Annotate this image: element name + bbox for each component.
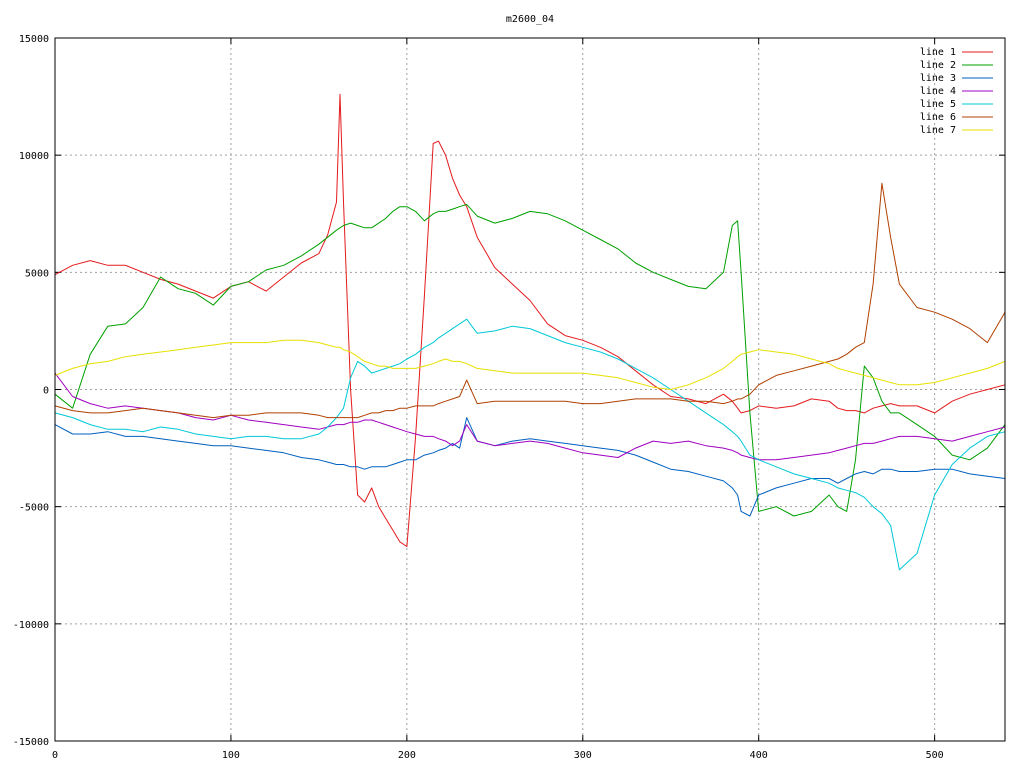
chart-title: m2600_04	[506, 14, 554, 25]
axis-tick-labels: -15000 -10000 -5000 0 5000 10000 15000 0 100 200 3…	[13, 34, 944, 761]
legend-label-1: line 1	[920, 47, 956, 58]
y-tick-label: 5000	[25, 268, 49, 279]
plot-frame	[54, 37, 1006, 742]
x-tick-label: 400	[750, 750, 768, 761]
y-tick-label: 15000	[19, 34, 49, 45]
y-tick-label: 0	[43, 386, 49, 397]
legend-label-7: line 7	[920, 125, 956, 136]
x-tick-label: 100	[222, 750, 240, 761]
series-line-4	[54, 372, 1006, 461]
series-line-1	[54, 93, 1006, 547]
x-tick-label: 500	[926, 750, 944, 761]
legend-label-2: line 2	[920, 60, 956, 71]
x-tick-label: 300	[574, 750, 592, 761]
legend-label-4: line 4	[920, 86, 956, 97]
x-tick-label: 200	[398, 750, 416, 761]
x-tick-label: 0	[52, 750, 58, 761]
series-lines	[54, 93, 1006, 571]
series-line-5	[54, 318, 1006, 571]
y-tick-label: -10000	[13, 620, 49, 631]
legend-label-3: line 3	[920, 73, 956, 84]
legend-label-6: line 6	[920, 112, 956, 123]
series-line-6	[54, 182, 1006, 419]
legend-label-5: line 5	[920, 99, 956, 110]
series-line-2	[54, 203, 1006, 517]
y-tick-label: -15000	[13, 737, 49, 748]
series-line-7	[54, 339, 1006, 390]
grid-lines	[54, 37, 1005, 742]
y-tick-label: 10000	[19, 151, 49, 162]
y-tick-label: -5000	[19, 503, 49, 514]
legend: line 1 line 2 line 3 line 4 line 5 line 6 line…	[920, 47, 993, 136]
